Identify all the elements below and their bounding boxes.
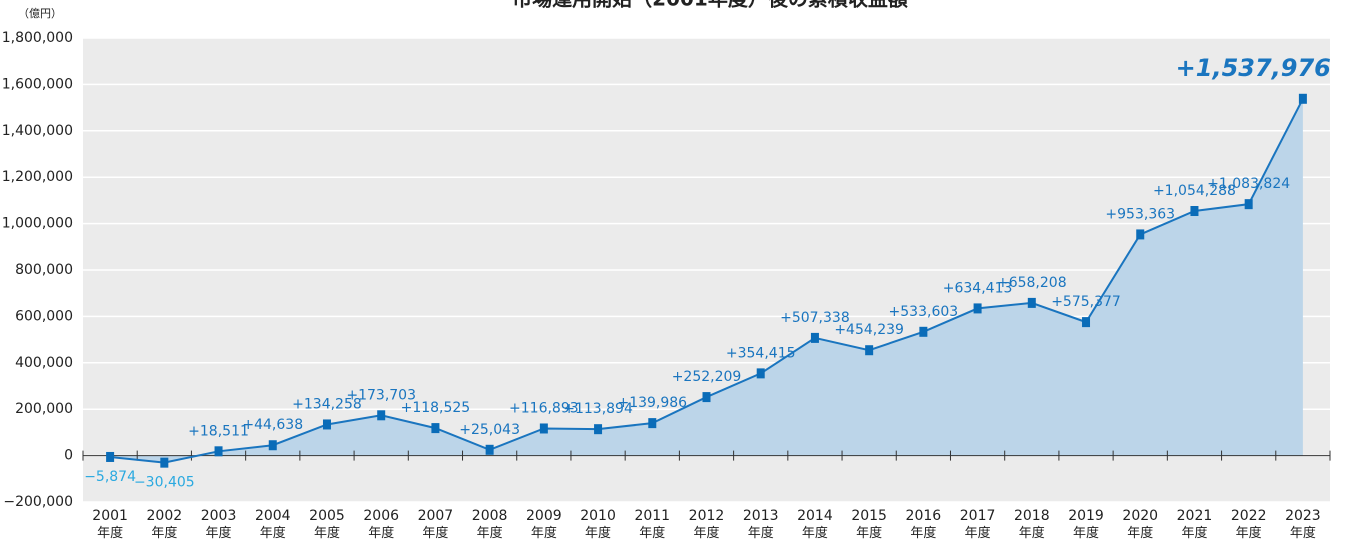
value-label: +354,415 <box>726 345 796 361</box>
y-tick-label: 1,600,000 <box>2 76 73 92</box>
x-tick-label: 2019 年度 <box>1068 508 1104 541</box>
value-label: +118,525 <box>401 400 471 416</box>
x-tick-label: 2005 年度 <box>309 508 345 541</box>
x-tick-label: 2018 年度 <box>1014 508 1050 541</box>
x-tick-label: 2009 年度 <box>526 508 562 541</box>
point <box>268 440 277 451</box>
y-tick-label: 1,000,000 <box>2 216 73 232</box>
point <box>702 392 711 403</box>
point <box>648 418 657 429</box>
x-tick-label: 2002 年度 <box>147 508 183 541</box>
value-label: +116,893 <box>509 400 579 416</box>
value-label: −30,405 <box>134 475 195 491</box>
value-label: +25,043 <box>459 422 520 438</box>
point <box>431 423 440 434</box>
x-tick-label: 2008 年度 <box>472 508 508 541</box>
y-unit-label: （億円） <box>18 7 62 20</box>
x-tick-label: 2021 年度 <box>1177 508 1213 541</box>
point <box>160 457 169 468</box>
point <box>594 424 603 435</box>
point <box>1027 297 1036 308</box>
point <box>1082 317 1091 328</box>
x-tick-label: 2015 年度 <box>851 508 887 541</box>
x-tick-label: 2003 年度 <box>201 508 237 541</box>
value-label: +454,239 <box>834 322 904 338</box>
x-tick-label: 2016 年度 <box>906 508 942 541</box>
x-tick-label: 2017 年度 <box>960 508 996 541</box>
x-tick-label: 2006 年度 <box>363 508 399 541</box>
x-tick-label: 2004 年度 <box>255 508 291 541</box>
value-label: +507,338 <box>780 310 850 326</box>
point <box>1190 206 1199 217</box>
point <box>322 419 331 430</box>
point <box>214 446 223 457</box>
x-tick-label: 2007 年度 <box>418 508 454 541</box>
x-tick-label: 2010 年度 <box>580 508 616 541</box>
point <box>485 444 494 455</box>
y-tick-label: 1,200,000 <box>2 169 73 185</box>
value-label: +173,703 <box>346 387 416 403</box>
point <box>973 303 982 314</box>
point <box>1298 93 1307 104</box>
x-tick-label: 2013 年度 <box>743 508 779 541</box>
point <box>919 326 928 337</box>
point <box>756 368 765 379</box>
x-tick-label: 2014 年度 <box>797 508 833 541</box>
value-label: +575,377 <box>1051 294 1121 310</box>
x-tick-label: 2001 年度 <box>92 508 128 541</box>
x-tick-label: 2012 年度 <box>689 508 725 541</box>
x-tick-label: 2023 年度 <box>1285 508 1321 541</box>
area <box>110 98 1303 463</box>
value-label: +658,208 <box>997 275 1067 291</box>
value-label: +44,638 <box>242 417 303 433</box>
value-label: +252,209 <box>672 369 742 385</box>
value-label: +953,363 <box>1105 206 1175 222</box>
y-tick-label: 800,000 <box>15 262 73 278</box>
value-label: +18,511 <box>188 423 249 439</box>
point <box>1136 229 1145 240</box>
y-tick-label: 1,400,000 <box>2 123 73 139</box>
point <box>865 345 874 356</box>
point <box>539 423 548 434</box>
point <box>1244 199 1253 210</box>
value-label: +1,083,824 <box>1207 176 1290 192</box>
value-label: +533,603 <box>889 304 959 320</box>
value-label: −5,874 <box>84 469 136 485</box>
point <box>106 451 115 462</box>
value-label: +134,258 <box>292 396 362 412</box>
value-label: +113,894 <box>563 401 633 417</box>
y-tick-label: 400,000 <box>15 355 73 371</box>
x-tick-label: 2022 年度 <box>1231 508 1267 541</box>
y-tick-label: 200,000 <box>15 401 73 417</box>
value-label: +139,986 <box>617 395 687 411</box>
point <box>810 332 819 343</box>
x-tick-label: 2011 年度 <box>634 508 670 541</box>
y-tick-label: 600,000 <box>15 308 73 324</box>
y-tick-label: −200,000 <box>3 494 73 510</box>
y-tick-label: 0 <box>64 448 73 464</box>
value-label: +1,054,288 <box>1153 183 1236 199</box>
x-tick-label: 2020 年度 <box>1122 508 1158 541</box>
value-label: +1,537,976 <box>1176 54 1331 82</box>
y-tick-label: 1,800,000 <box>2 30 73 46</box>
point <box>377 410 386 421</box>
value-label: +634,413 <box>943 280 1013 296</box>
